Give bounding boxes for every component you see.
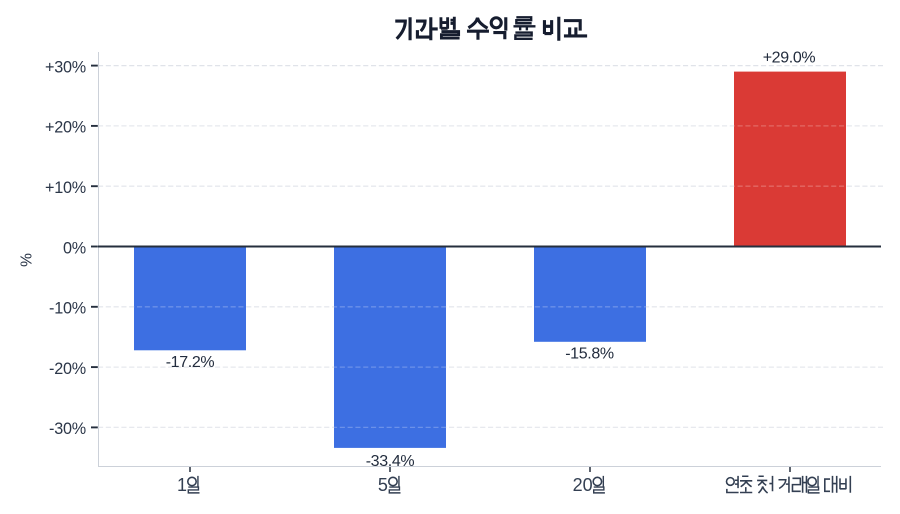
svg-text:-33.4%: -33.4% xyxy=(366,453,415,470)
svg-text:5: 5 xyxy=(378,475,388,495)
svg-text:-17.2%: -17.2% xyxy=(166,354,215,371)
svg-text:+10%: +10% xyxy=(45,179,86,197)
svg-text:+30%: +30% xyxy=(45,58,86,76)
svg-text:-10%: -10% xyxy=(49,300,86,318)
svg-text:+29.0%: +29.0% xyxy=(763,49,816,66)
svg-text:20: 20 xyxy=(573,475,593,495)
svg-text:%: % xyxy=(19,253,36,267)
svg-text:-20%: -20% xyxy=(49,360,86,378)
svg-text:0%: 0% xyxy=(63,239,86,257)
svg-text:-15.8%: -15.8% xyxy=(565,346,614,363)
svg-text:-30%: -30% xyxy=(49,420,86,438)
svg-text:+20%: +20% xyxy=(45,119,86,137)
svg-text:1: 1 xyxy=(177,475,187,495)
